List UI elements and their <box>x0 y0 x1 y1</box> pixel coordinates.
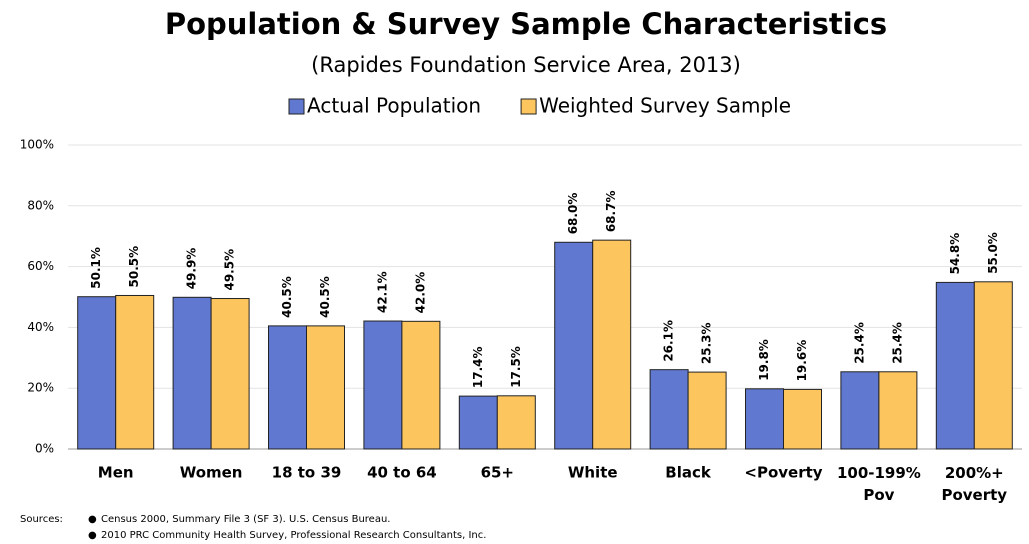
value-label: 68.0% <box>566 193 580 235</box>
source: 2010 PRC Community Health Survey, Profes… <box>101 530 486 541</box>
y-tick-label: 80% <box>27 198 54 212</box>
bar <box>268 325 307 450</box>
value-label: 50.5% <box>127 246 141 288</box>
sources-label: Sources: <box>20 514 63 525</box>
x-tick-label: Women <box>180 464 243 482</box>
value-label: 25.4% <box>890 322 904 364</box>
bullet: ● <box>88 530 97 541</box>
chart-subtitle: (Rapides Foundation Service Area, 2013) <box>311 53 741 77</box>
chart-title: Population & Survey Sample Characteristi… <box>165 7 887 41</box>
legend-label: Weighted Survey Sample <box>539 94 791 118</box>
value-label: 25.4% <box>852 322 866 364</box>
bar <box>172 296 212 450</box>
x-tick-label: <Poverty <box>744 464 822 482</box>
y-tick-label: 60% <box>27 259 54 273</box>
bar <box>401 320 441 450</box>
bar <box>458 395 498 450</box>
bar <box>592 239 632 450</box>
y-tick-label: 40% <box>27 320 54 334</box>
bar <box>973 281 1013 450</box>
bar <box>745 388 784 450</box>
value-label: 25.3% <box>700 322 714 364</box>
y-tick-label: 100% <box>20 138 54 152</box>
value-label: 49.5% <box>223 249 237 291</box>
x-tick-label: Men <box>98 464 134 482</box>
bar <box>783 388 822 450</box>
bar <box>840 371 880 450</box>
x-tick-label: White <box>568 464 618 482</box>
value-label: 42.1% <box>375 271 389 313</box>
bar <box>935 281 975 450</box>
value-label: 68.7% <box>604 191 618 233</box>
value-label: 19.8% <box>757 339 771 381</box>
bar <box>878 371 918 450</box>
x-tick-label: 100-199% Pov <box>837 464 921 504</box>
bar <box>115 294 155 450</box>
value-label: 50.1% <box>89 247 103 289</box>
value-label: 42.0% <box>413 272 427 314</box>
x-tick-label: 40 to 64 <box>367 464 437 482</box>
value-label: 40.5% <box>280 276 294 318</box>
legend-swatch <box>520 98 537 115</box>
bar <box>363 320 403 450</box>
bar <box>210 298 250 450</box>
legend-swatch <box>288 98 305 115</box>
value-label: 49.9% <box>185 248 199 290</box>
value-label: 54.8% <box>948 233 962 275</box>
bar <box>77 296 117 450</box>
legend-label: Actual Population <box>307 94 481 118</box>
y-tick-label: 0% <box>35 442 54 456</box>
y-tick-label: 20% <box>27 381 54 395</box>
value-label: 17.4% <box>471 346 485 388</box>
value-label: 40.5% <box>318 276 332 318</box>
value-label: 19.6% <box>795 340 809 382</box>
x-tick-label: 18 to 39 <box>272 464 342 482</box>
value-label: 17.5% <box>509 346 523 388</box>
value-label: 55.0% <box>986 232 1000 274</box>
bar <box>649 369 689 450</box>
x-tick-label: 65+ <box>481 464 514 482</box>
bar <box>496 395 536 450</box>
x-tick-label: Black <box>665 464 712 482</box>
x-tick-label: 200%+ Poverty <box>941 464 1007 504</box>
bar <box>687 371 727 450</box>
value-label: 26.1% <box>662 320 676 362</box>
bullet: ● <box>88 514 97 525</box>
source: Census 2000, Summary File 3 (SF 3). U.S.… <box>101 514 390 525</box>
bar <box>554 241 594 450</box>
bar <box>306 325 345 450</box>
